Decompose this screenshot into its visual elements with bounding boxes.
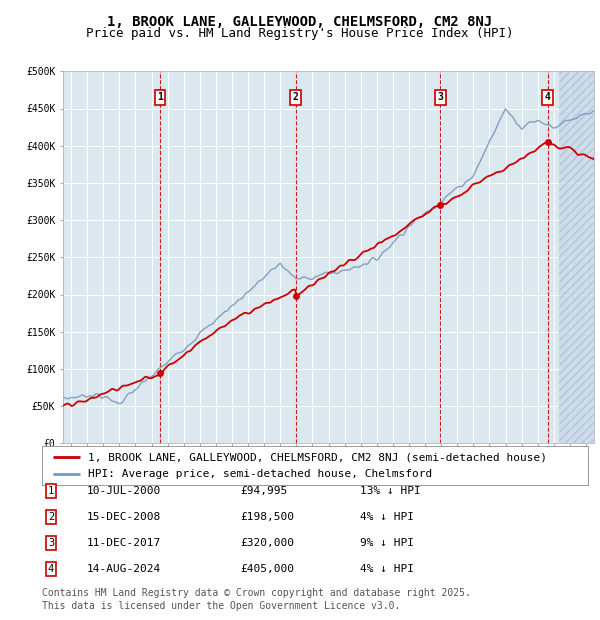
Text: £320,000: £320,000 bbox=[240, 538, 294, 548]
Text: 11-DEC-2017: 11-DEC-2017 bbox=[87, 538, 161, 548]
Text: 1: 1 bbox=[157, 92, 163, 102]
Text: 15-DEC-2008: 15-DEC-2008 bbox=[87, 512, 161, 522]
Text: £94,995: £94,995 bbox=[240, 486, 287, 496]
Text: 3: 3 bbox=[437, 92, 443, 102]
Text: 9% ↓ HPI: 9% ↓ HPI bbox=[360, 538, 414, 548]
Text: 2: 2 bbox=[48, 512, 54, 522]
Text: 4% ↓ HPI: 4% ↓ HPI bbox=[360, 564, 414, 574]
Text: 1: 1 bbox=[48, 486, 54, 496]
Text: This data is licensed under the Open Government Licence v3.0.: This data is licensed under the Open Gov… bbox=[42, 601, 400, 611]
Bar bbox=[559, 71, 594, 443]
Text: 2: 2 bbox=[293, 92, 299, 102]
Text: £198,500: £198,500 bbox=[240, 512, 294, 522]
Text: 13% ↓ HPI: 13% ↓ HPI bbox=[360, 486, 421, 496]
Text: £405,000: £405,000 bbox=[240, 564, 294, 574]
Text: HPI: Average price, semi-detached house, Chelmsford: HPI: Average price, semi-detached house,… bbox=[88, 469, 433, 479]
Text: 1, BROOK LANE, GALLEYWOOD, CHELMSFORD, CM2 8NJ: 1, BROOK LANE, GALLEYWOOD, CHELMSFORD, C… bbox=[107, 16, 493, 30]
Text: 14-AUG-2024: 14-AUG-2024 bbox=[87, 564, 161, 574]
Text: 4: 4 bbox=[48, 564, 54, 574]
Text: Price paid vs. HM Land Registry's House Price Index (HPI): Price paid vs. HM Land Registry's House … bbox=[86, 27, 514, 40]
Text: 4: 4 bbox=[545, 92, 551, 102]
Text: 10-JUL-2000: 10-JUL-2000 bbox=[87, 486, 161, 496]
Text: 4% ↓ HPI: 4% ↓ HPI bbox=[360, 512, 414, 522]
Text: 3: 3 bbox=[48, 538, 54, 548]
Text: Contains HM Land Registry data © Crown copyright and database right 2025.: Contains HM Land Registry data © Crown c… bbox=[42, 588, 471, 598]
Text: 1, BROOK LANE, GALLEYWOOD, CHELMSFORD, CM2 8NJ (semi-detached house): 1, BROOK LANE, GALLEYWOOD, CHELMSFORD, C… bbox=[88, 452, 547, 462]
